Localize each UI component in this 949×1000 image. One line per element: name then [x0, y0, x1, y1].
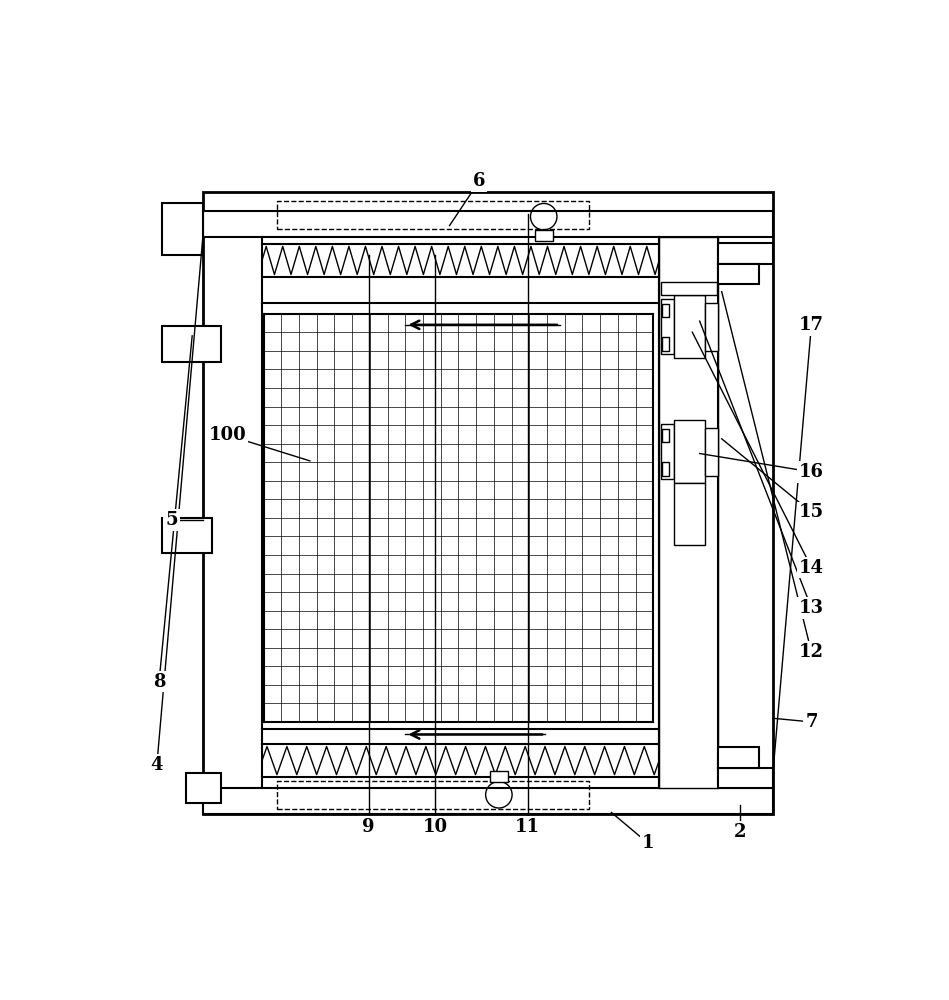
- Text: 2: 2: [734, 823, 746, 841]
- Bar: [718, 768, 773, 788]
- Bar: [186, 773, 221, 803]
- Bar: [277, 201, 589, 229]
- Bar: [674, 420, 705, 483]
- Bar: [718, 264, 759, 284]
- Bar: [662, 429, 669, 442]
- Bar: [203, 192, 773, 814]
- Text: 17: 17: [799, 316, 824, 334]
- Text: 14: 14: [799, 559, 824, 577]
- Text: 8: 8: [153, 673, 165, 691]
- Bar: [662, 337, 669, 351]
- Text: 7: 7: [805, 713, 818, 731]
- Bar: [162, 326, 221, 362]
- Text: 5: 5: [165, 511, 177, 529]
- Text: 4: 4: [151, 756, 163, 774]
- Text: 1: 1: [642, 834, 655, 852]
- Bar: [490, 771, 508, 782]
- Bar: [203, 211, 773, 237]
- Bar: [203, 788, 773, 814]
- Bar: [674, 483, 705, 545]
- Bar: [162, 518, 212, 553]
- Bar: [661, 299, 674, 354]
- Text: 15: 15: [799, 503, 824, 521]
- Bar: [535, 230, 552, 241]
- Bar: [660, 237, 718, 788]
- Text: 9: 9: [363, 818, 375, 836]
- Text: 100: 100: [209, 426, 247, 444]
- Text: 13: 13: [799, 599, 824, 617]
- Bar: [718, 747, 759, 768]
- Text: 11: 11: [515, 818, 540, 836]
- Bar: [662, 462, 669, 476]
- Text: 16: 16: [799, 463, 824, 481]
- Text: 6: 6: [473, 172, 485, 190]
- Bar: [162, 203, 203, 255]
- Bar: [661, 424, 674, 479]
- Bar: [661, 282, 716, 295]
- Bar: [277, 781, 589, 809]
- Text: 12: 12: [799, 643, 824, 661]
- Text: 10: 10: [422, 818, 447, 836]
- Bar: [674, 295, 705, 358]
- Bar: [718, 243, 773, 264]
- Bar: [662, 304, 669, 317]
- Bar: [705, 428, 718, 476]
- Bar: [705, 303, 718, 351]
